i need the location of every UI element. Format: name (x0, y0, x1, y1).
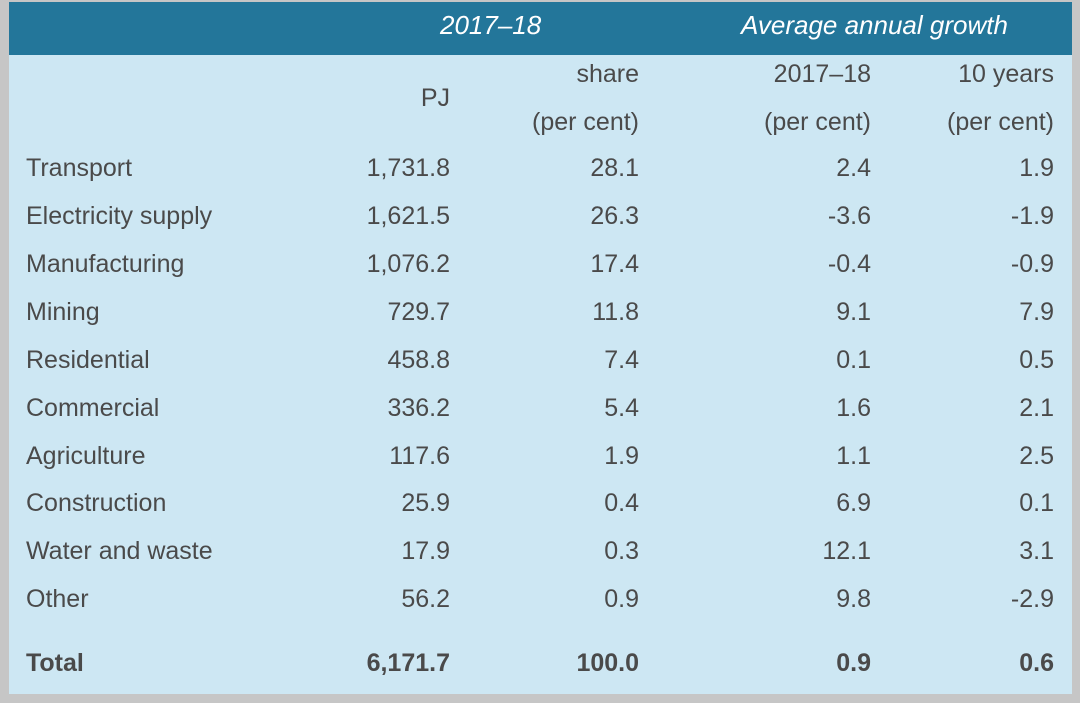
cell-pj: 1,621.5 (366, 202, 450, 230)
cell-growth-1yr: 9.8 (836, 585, 871, 613)
cell-growth-10yr: 1.9 (1019, 154, 1054, 182)
table-header-band: 2017–18 Average annual growth (9, 2, 1072, 55)
column-header-growth-2017-18-unit: (per cent) (764, 108, 871, 136)
row-label: Electricity supply (26, 202, 213, 230)
cell-pj: 1,076.2 (366, 250, 450, 278)
header-group-average-growth: Average annual growth (741, 10, 1008, 40)
cell-share: 11.8 (592, 298, 639, 326)
cell-growth-10yr: 2.1 (1019, 394, 1054, 422)
cell-growth-1yr: 6.9 (836, 489, 871, 517)
cell-growth-10yr: 3.1 (1019, 537, 1054, 565)
cell-growth-10yr: -2.9 (1010, 585, 1054, 613)
column-header-growth-10-years: 10 years (958, 60, 1054, 88)
cell-share: 26.3 (590, 202, 639, 230)
cell-pj: 56.2 (401, 585, 450, 613)
total-label: Total (26, 649, 84, 677)
cell-share: 0.3 (604, 537, 639, 565)
row-label: Manufacturing (26, 250, 185, 278)
cell-pj: 729.7 (387, 298, 450, 326)
cell-growth-1yr: 2.4 (836, 154, 871, 182)
total-growth-10yr: 0.6 (1019, 649, 1054, 677)
row-label: Transport (26, 154, 133, 182)
cell-growth-1yr: 1.1 (836, 442, 871, 470)
cell-pj: 1,731.8 (366, 154, 450, 182)
row-label: Agriculture (26, 442, 146, 470)
total-share: 100.0 (576, 649, 639, 677)
cell-pj: 458.8 (387, 346, 450, 374)
column-header-share-unit: (per cent) (532, 108, 639, 136)
cell-pj: 336.2 (387, 394, 450, 422)
row-label: Construction (26, 489, 167, 517)
cell-pj: 117.6 (389, 442, 450, 470)
total-growth-1yr: 0.9 (836, 649, 871, 677)
cell-share: 28.1 (590, 154, 639, 182)
cell-share: 1.9 (604, 442, 639, 470)
row-label: Other (26, 585, 89, 613)
cell-share: 0.9 (604, 585, 639, 613)
cell-growth-10yr: 2.5 (1019, 442, 1054, 470)
row-label: Commercial (26, 394, 160, 422)
cell-growth-1yr: -0.4 (827, 250, 871, 278)
cell-share: 17.4 (590, 250, 639, 278)
total-pj: 6,171.7 (366, 649, 450, 677)
header-group-2017-18: 2017–18 (440, 10, 542, 40)
cell-share: 5.4 (604, 394, 639, 422)
cell-share: 0.4 (604, 489, 639, 517)
cell-growth-10yr: 7.9 (1019, 298, 1054, 326)
column-header-growth-2017-18: 2017–18 (773, 60, 871, 88)
row-label: Water and waste (26, 537, 213, 565)
row-label: Residential (26, 346, 150, 374)
cell-pj: 17.9 (401, 537, 450, 565)
column-header-pj: PJ (420, 84, 450, 112)
column-header-share: share (576, 60, 639, 88)
row-label: Mining (26, 298, 100, 326)
cell-growth-1yr: 9.1 (836, 298, 871, 326)
cell-growth-1yr: -3.6 (827, 202, 871, 230)
cell-growth-10yr: -0.9 (1010, 250, 1054, 278)
cell-growth-1yr: 1.6 (836, 394, 871, 422)
cell-growth-10yr: 0.1 (1019, 489, 1054, 517)
energy-table: 2017–18 Average annual growth PJ share (… (9, 2, 1072, 694)
cell-pj: 25.9 (401, 489, 450, 517)
cell-growth-10yr: 0.5 (1019, 346, 1054, 374)
cell-growth-1yr: 0.1 (836, 346, 871, 374)
cell-share: 7.4 (604, 346, 639, 374)
cell-growth-1yr: 12.1 (822, 537, 871, 565)
cell-growth-10yr: -1.9 (1010, 202, 1054, 230)
column-header-growth-10-years-unit: (per cent) (947, 108, 1054, 136)
